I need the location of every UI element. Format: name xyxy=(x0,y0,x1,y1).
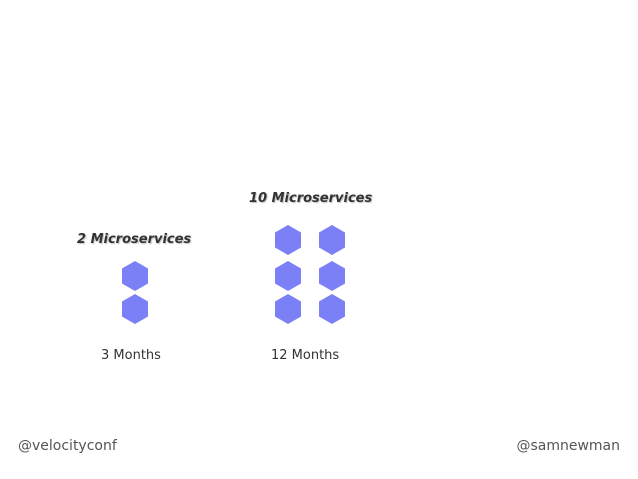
hexagon-icon xyxy=(275,294,301,324)
hexagon-icon xyxy=(319,294,345,324)
hexagon-icon xyxy=(122,261,148,291)
right-group-title: 10 Microservices xyxy=(249,191,373,206)
footer-left-handle: @velocityconf xyxy=(18,438,117,454)
hexagon-icon xyxy=(122,294,148,324)
hexagon-icon xyxy=(319,261,345,291)
left-group-title: 2 Microservices xyxy=(77,232,192,247)
hexagon-icon xyxy=(275,261,301,291)
right-group-duration: 12 Months xyxy=(271,348,340,363)
hexagon-icon xyxy=(319,225,345,255)
hexagon-icon xyxy=(275,225,301,255)
footer-right-handle: @samnewman xyxy=(516,438,620,454)
left-group-duration: 3 Months xyxy=(101,348,161,363)
